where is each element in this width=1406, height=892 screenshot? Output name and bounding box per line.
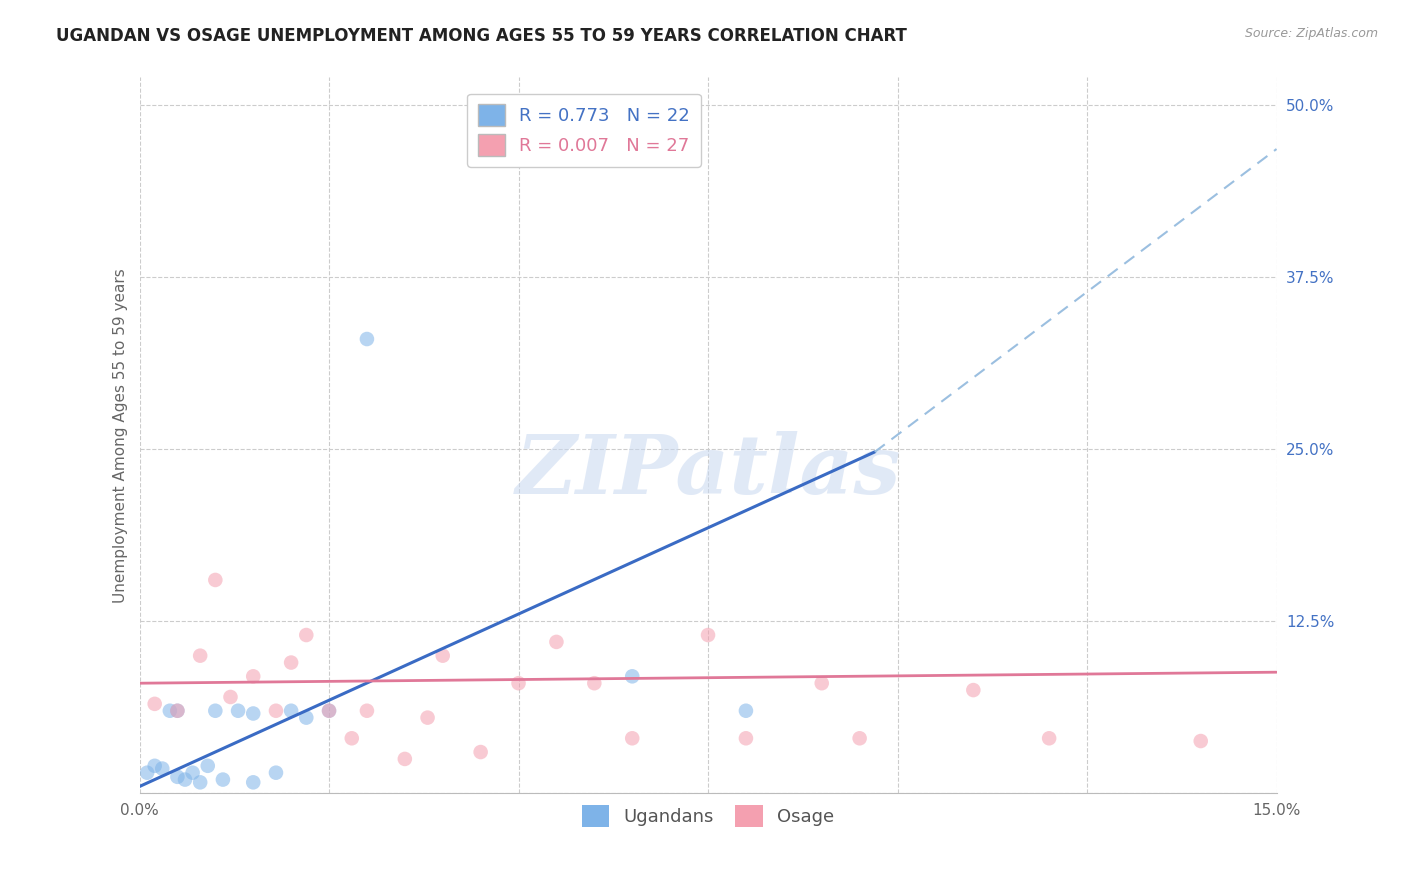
Point bbox=[621, 731, 644, 746]
Point bbox=[280, 704, 302, 718]
Point bbox=[136, 765, 159, 780]
Point bbox=[356, 332, 378, 346]
Point bbox=[242, 775, 264, 789]
Point bbox=[508, 676, 530, 690]
Point bbox=[1038, 731, 1060, 746]
Point bbox=[143, 759, 166, 773]
Point bbox=[546, 635, 568, 649]
Point bbox=[697, 628, 720, 642]
Text: Source: ZipAtlas.com: Source: ZipAtlas.com bbox=[1244, 27, 1378, 40]
Point bbox=[318, 704, 340, 718]
Point bbox=[356, 704, 378, 718]
Point bbox=[150, 762, 173, 776]
Text: ZIPatlas: ZIPatlas bbox=[515, 431, 901, 511]
Legend: Ugandans, Osage: Ugandans, Osage bbox=[575, 798, 841, 834]
Point bbox=[280, 656, 302, 670]
Point bbox=[204, 704, 226, 718]
Point bbox=[181, 765, 204, 780]
Point bbox=[174, 772, 197, 787]
Point bbox=[340, 731, 363, 746]
Point bbox=[197, 759, 219, 773]
Point bbox=[470, 745, 492, 759]
Point bbox=[583, 676, 606, 690]
Point bbox=[295, 628, 318, 642]
Point bbox=[394, 752, 416, 766]
Point bbox=[219, 690, 242, 704]
Point bbox=[318, 704, 340, 718]
Point bbox=[188, 648, 211, 663]
Point bbox=[416, 711, 439, 725]
Point bbox=[143, 697, 166, 711]
Point bbox=[166, 704, 188, 718]
Point bbox=[264, 704, 287, 718]
Point bbox=[204, 573, 226, 587]
Point bbox=[212, 772, 235, 787]
Point bbox=[226, 704, 249, 718]
Point bbox=[159, 704, 181, 718]
Point bbox=[264, 765, 287, 780]
Point bbox=[242, 706, 264, 721]
Point bbox=[432, 648, 454, 663]
Point bbox=[810, 676, 832, 690]
Point bbox=[188, 775, 211, 789]
Point bbox=[735, 704, 758, 718]
Point bbox=[962, 683, 984, 698]
Y-axis label: Unemployment Among Ages 55 to 59 years: Unemployment Among Ages 55 to 59 years bbox=[114, 268, 128, 603]
Point bbox=[621, 669, 644, 683]
Text: UGANDAN VS OSAGE UNEMPLOYMENT AMONG AGES 55 TO 59 YEARS CORRELATION CHART: UGANDAN VS OSAGE UNEMPLOYMENT AMONG AGES… bbox=[56, 27, 907, 45]
Point bbox=[166, 704, 188, 718]
Point bbox=[848, 731, 870, 746]
Point bbox=[735, 731, 758, 746]
Point bbox=[295, 711, 318, 725]
Point bbox=[242, 669, 264, 683]
Point bbox=[1189, 734, 1212, 748]
Point bbox=[166, 770, 188, 784]
